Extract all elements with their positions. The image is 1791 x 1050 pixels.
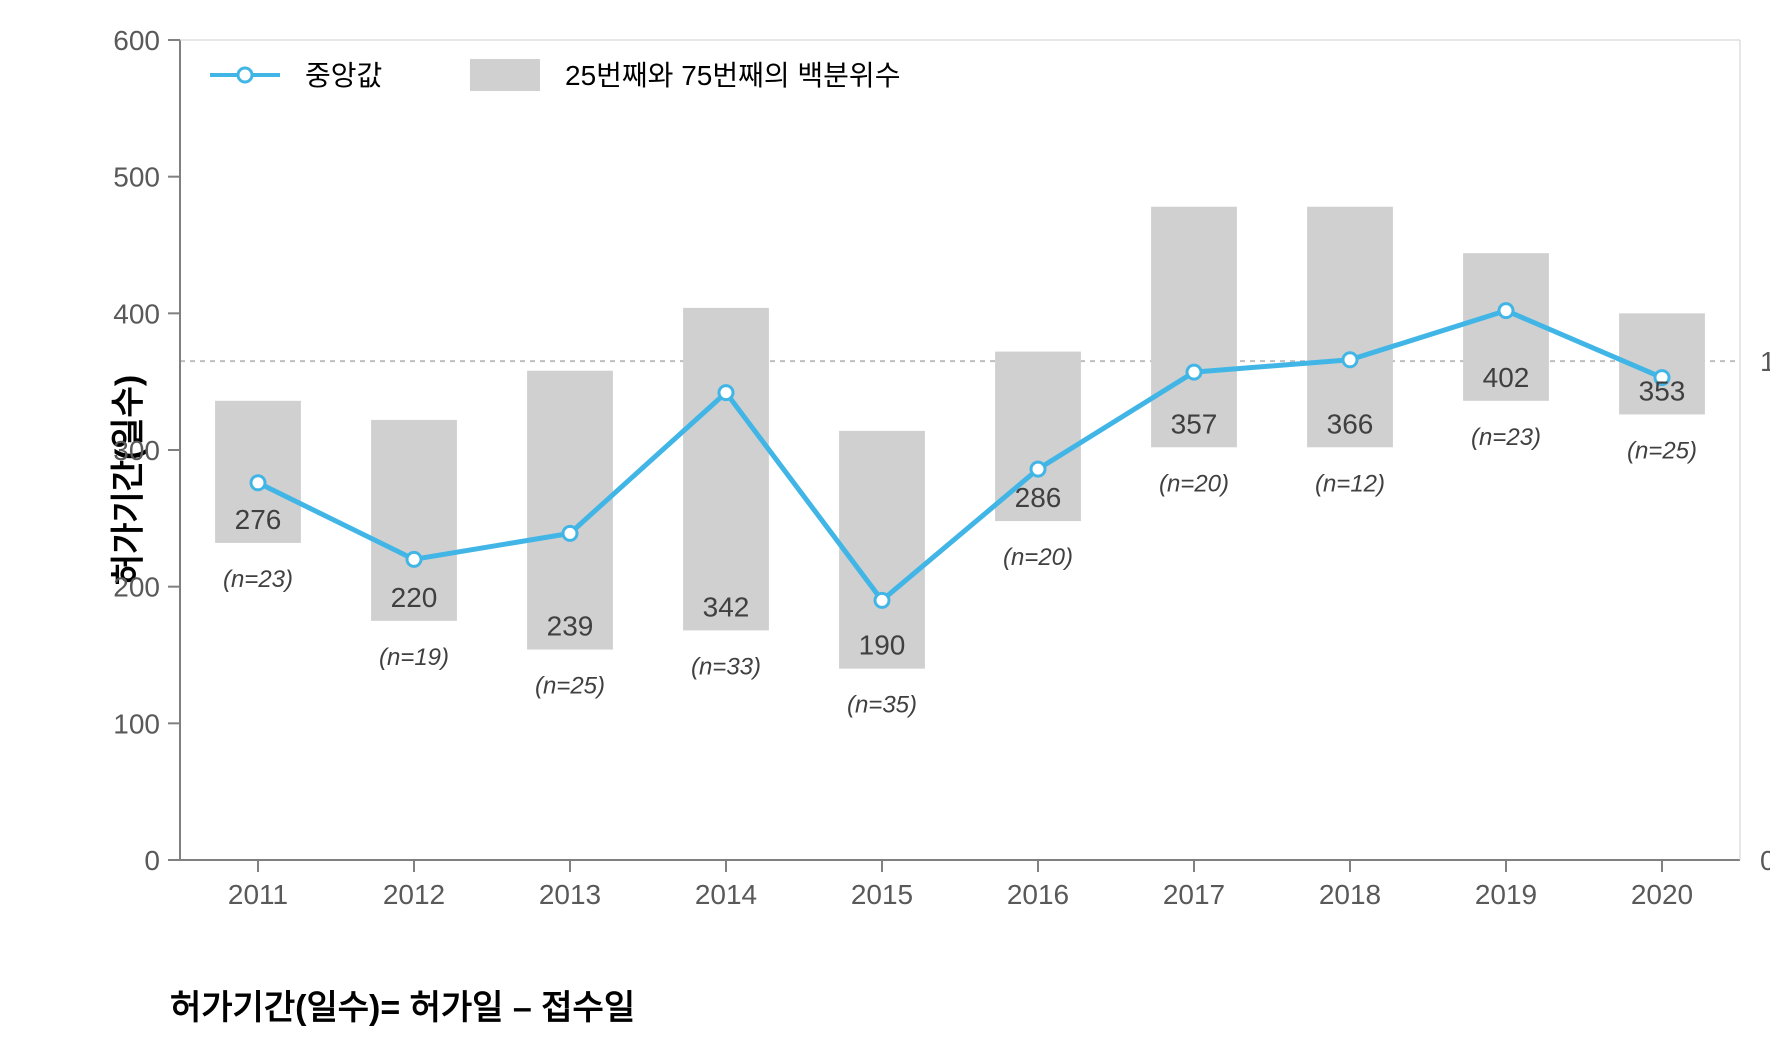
legend-bar-swatch [470,59,540,91]
legend-bar-label: 25번째와 75번째의 백분위수 [565,60,900,91]
iqr-bar [683,308,769,631]
n-label: (n=35) [847,692,917,719]
x-tick-label: 2011 [228,879,288,910]
x-tick-label: 2017 [1163,879,1225,910]
median-value-label: 220 [391,582,438,613]
median-marker [719,386,733,400]
median-value-label: 402 [1483,362,1530,393]
n-label: (n=12) [1315,470,1385,497]
n-label: (n=25) [535,673,605,700]
median-value-label: 190 [859,630,906,661]
right-zero-label: 0 [1760,845,1770,876]
median-value-label: 342 [703,591,750,622]
n-label: (n=19) [379,644,449,671]
y-tick-label: 600 [113,25,160,56]
x-tick-label: 2016 [1007,879,1069,910]
chart-container: 0 100 200 300 400 500 600 2011 2012 2013 2014 2015 2… [90,20,1770,940]
x-tick-label: 2014 [695,879,757,910]
median-marker [1499,304,1513,318]
y-tick-label: 200 [113,572,160,603]
median-value-label: 366 [1327,408,1374,439]
y-tick-label: 100 [113,708,160,739]
median-marker [251,476,265,490]
x-tick-label: 2018 [1319,879,1381,910]
n-label: (n=33) [691,653,761,680]
y-tick-label: 0 [144,845,160,876]
median-value-label: 357 [1171,408,1218,439]
legend-line-marker [238,68,252,82]
median-marker [563,526,577,540]
n-label: (n=23) [223,566,293,593]
median-value-label: 353 [1639,375,1686,406]
median-marker [1187,365,1201,379]
y-tick-label: 400 [113,298,160,329]
median-value-label: 286 [1015,482,1062,513]
x-tick-label: 2012 [383,879,445,910]
x-tick-label: 2020 [1631,879,1693,910]
y-tick-label: 300 [113,435,160,466]
median-marker [1031,462,1045,476]
n-label: (n=20) [1159,470,1229,497]
x-tick-label: 2015 [851,879,913,910]
iqr-bar [527,371,613,650]
n-label: (n=20) [1003,544,1073,571]
footnote-text: 허가기간(일수)= 허가일 – 접수일 [170,980,635,1029]
right-ref-label: 1 [1760,346,1770,377]
median-value-label: 239 [547,611,594,642]
median-marker [875,593,889,607]
legend-line-label: 중앙값 [305,60,382,91]
n-label: (n=25) [1627,437,1697,464]
n-label: (n=23) [1471,424,1541,451]
chart-stage: 허가기간(일수) 허가기간(일수)= 허가일 – 접수일 01002003004… [0,0,1791,1050]
median-marker [1343,353,1357,367]
chart-svg: 0 100 200 300 400 500 600 2011 2012 2013 2014 2015 2… [90,20,1770,940]
x-tick-label: 2019 [1475,879,1537,910]
y-tick-label: 500 [113,162,160,193]
median-value-label: 276 [235,504,282,535]
x-tick-label: 2013 [539,879,601,910]
median-marker [407,552,421,566]
